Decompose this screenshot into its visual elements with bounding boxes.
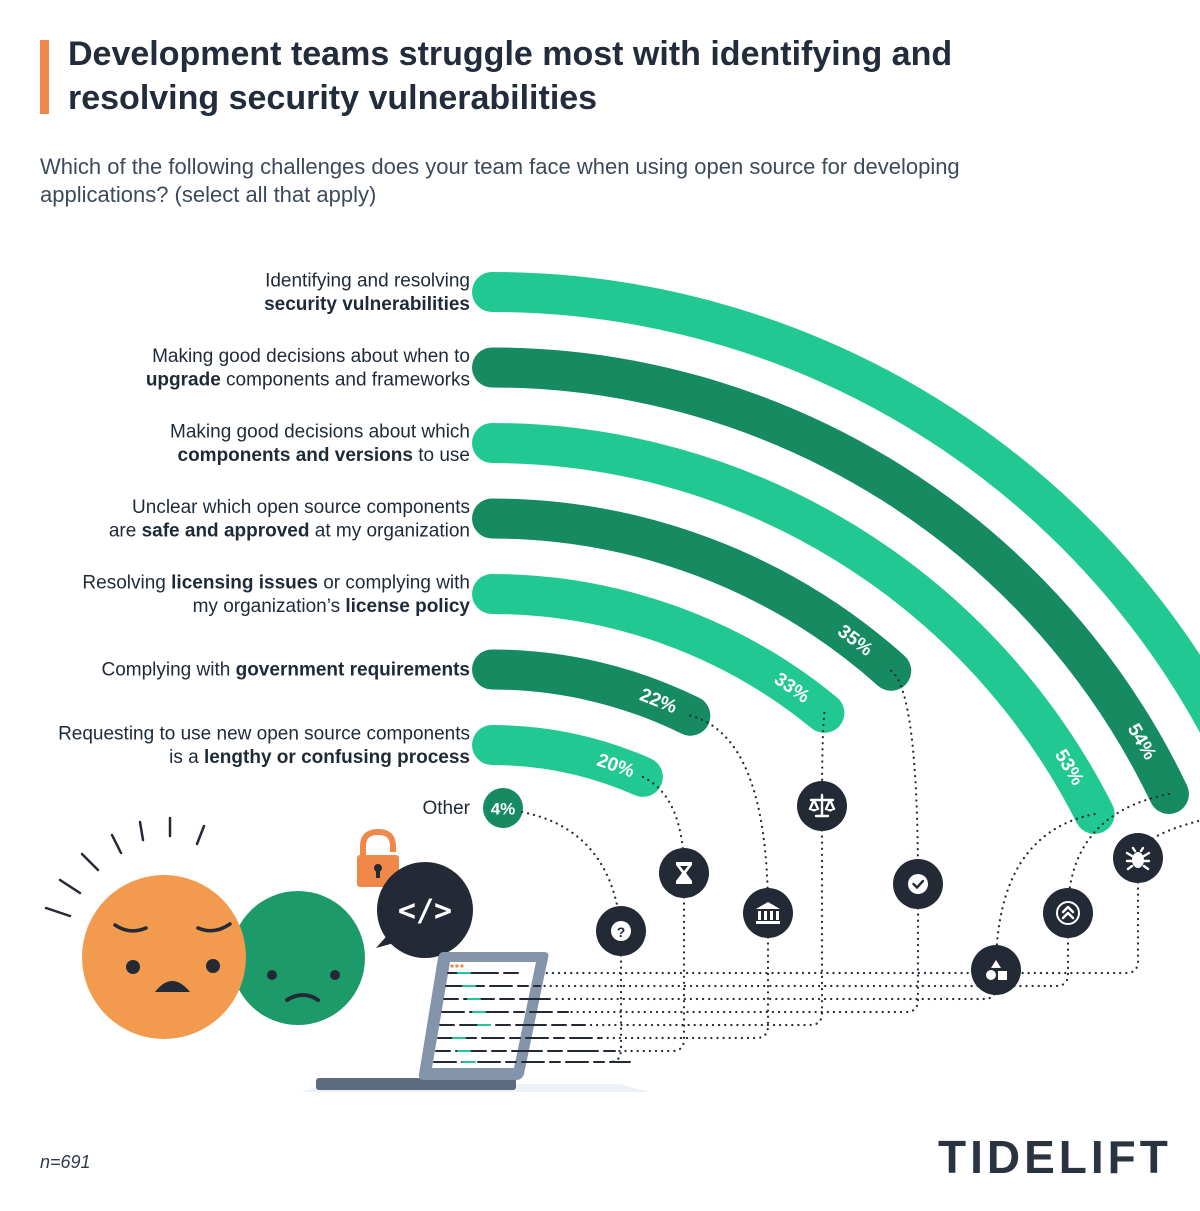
- bank-icon: [743, 888, 793, 938]
- code-dotted-line: [538, 911, 1070, 988]
- connector-lines: [520, 669, 1200, 1064]
- arc-bar: [472, 272, 1200, 733]
- connector-dotted-line: [689, 714, 770, 915]
- category-label: security vulnerabilities: [264, 293, 470, 314]
- sample-size: n=691: [40, 1152, 91, 1172]
- value-label: 4%: [491, 800, 516, 819]
- arc-bar: [472, 649, 711, 736]
- category-label: upgrade components and frameworks: [146, 369, 470, 390]
- category-label: Other: [422, 798, 470, 819]
- chevron-up-icon: [1043, 888, 1093, 938]
- arc-bar: [472, 347, 1189, 814]
- worry-lines: [44, 816, 206, 918]
- connector-dotted-line: [890, 669, 920, 886]
- code-dotted-line: [522, 856, 1140, 975]
- tidelift-logo: TIDELIFT: [938, 1131, 1172, 1183]
- category-label: Unclear which open source components: [132, 496, 470, 517]
- code-dotted-line: [553, 968, 998, 1001]
- code-icon: </>: [376, 862, 473, 958]
- arc-bar: [472, 423, 1115, 834]
- survey-question: Which of the following challenges does y…: [40, 154, 960, 207]
- title-accent-bar: [40, 40, 49, 114]
- frown-face-icon: [231, 891, 365, 1025]
- category-label: my organization’s license policy: [193, 595, 471, 616]
- hourglass-icon: [659, 848, 709, 898]
- arc-bar: [483, 788, 523, 828]
- svg-text:</>: </>: [398, 894, 452, 929]
- illustration: </>: [44, 816, 650, 1092]
- category-label: is a lengthy or confusing process: [169, 746, 470, 767]
- category-label: components and versions to use: [178, 444, 471, 465]
- connector-dotted-line: [994, 812, 1096, 972]
- category-label: Making good decisions about which: [170, 421, 470, 442]
- arc-bars: 57%54%53%35%33%22%20%4%: [472, 272, 1200, 834]
- arc-bar: [472, 725, 663, 797]
- shapes-icon: [971, 945, 1021, 995]
- category-label: Requesting to use new open source compon…: [58, 723, 470, 744]
- category-label: Complying with government requirements: [101, 659, 470, 680]
- arc-bar: [472, 574, 845, 733]
- arc-bar: [472, 498, 912, 691]
- code-dotted-line: [583, 804, 824, 1027]
- category-label: Making good decisions about when to: [152, 345, 470, 366]
- category-label: Resolving licensing issues or complying …: [82, 572, 470, 593]
- svg-text:?: ?: [617, 924, 626, 940]
- code-lines: [433, 972, 631, 1063]
- worried-face-icon: [82, 875, 246, 1039]
- question-icon: ?: [596, 906, 646, 956]
- code-dotted-line: [608, 929, 632, 1064]
- code-dotted-line: [568, 882, 920, 1014]
- scale-icon: [797, 781, 847, 831]
- category-icons: ?: [596, 781, 1163, 995]
- check-icon: [893, 859, 943, 909]
- bug-icon: [1113, 833, 1163, 883]
- laptop-icon: [300, 952, 650, 1092]
- code-dotted-line: [598, 911, 770, 1040]
- code-dotted-line: [613, 871, 686, 1053]
- category-label: are safe and approved at my organization: [109, 520, 470, 541]
- chart-title: Development teams struggle most with ide…: [68, 35, 953, 117]
- category-label: Identifying and resolving: [265, 270, 470, 291]
